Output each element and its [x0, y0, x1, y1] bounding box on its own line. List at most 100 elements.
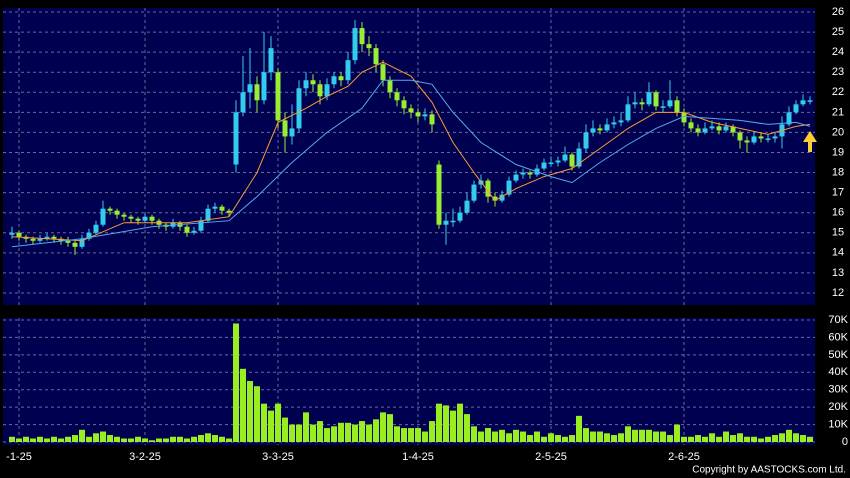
volume-bar	[338, 422, 344, 442]
y-tick-label: 13	[832, 267, 844, 279]
volume-bar	[765, 436, 771, 442]
volume-bar	[79, 429, 85, 442]
candle-body	[639, 102, 645, 105]
candle-body	[261, 72, 267, 101]
copyright: Copyright by AASTOCKS.com Ltd.	[692, 465, 846, 476]
candle-body	[457, 212, 463, 221]
volume-bar	[44, 438, 50, 442]
x-tick-label: 1-4-25	[402, 451, 434, 463]
volume-bar	[366, 424, 372, 442]
y-tick-label: 30K	[828, 384, 848, 396]
volume-bar	[156, 438, 162, 442]
candle-body	[583, 132, 589, 149]
candle-body	[576, 148, 582, 167]
volume-bar	[387, 414, 393, 442]
candle-body	[492, 196, 498, 201]
volume-bar	[569, 435, 575, 442]
volume-bar	[149, 440, 155, 442]
volume-bar	[93, 433, 99, 442]
y-tick-label: 19	[832, 146, 844, 158]
volume-bar	[198, 435, 204, 442]
volume-panel	[3, 318, 815, 445]
volume-bar	[268, 410, 274, 442]
volume-bar	[23, 436, 29, 442]
candle-body	[751, 136, 757, 143]
volume-bar	[205, 433, 211, 442]
candle-body	[219, 206, 225, 211]
candle-body	[681, 112, 687, 123]
volume-bar	[667, 435, 673, 442]
candle-body	[604, 124, 610, 131]
x-tick-label: 2-6-25	[668, 451, 700, 463]
candle-body	[569, 154, 575, 167]
candle-body	[86, 232, 92, 239]
candle-body	[37, 238, 43, 241]
candle-body	[268, 48, 274, 73]
volume-bar	[457, 403, 463, 442]
y-tick-label: 15	[832, 227, 844, 239]
candle-body	[65, 240, 71, 243]
volume-bar	[681, 436, 687, 442]
candle-body	[744, 140, 750, 143]
volume-bar	[436, 403, 442, 442]
volume-bar	[100, 431, 106, 442]
volume-bar	[142, 438, 148, 442]
volume-bar	[618, 433, 624, 442]
y-tick-label: 20K	[828, 401, 848, 413]
volume-bar	[541, 436, 547, 442]
volume-bar	[520, 431, 526, 442]
y-tick-label: 14	[832, 247, 844, 259]
volume-bar	[170, 436, 176, 442]
candle-body	[443, 220, 449, 225]
y-tick-label: 21	[832, 106, 844, 118]
candle-body	[198, 220, 204, 231]
y-tick-label: 60K	[828, 331, 848, 343]
candle-body	[723, 126, 729, 131]
volume-bar	[296, 424, 302, 442]
candle-body	[702, 128, 708, 133]
price-panel	[3, 8, 815, 305]
candle-body	[9, 232, 15, 235]
candle-body	[709, 126, 715, 129]
y-tick-label: 10K	[828, 418, 848, 430]
y-tick-label: 22	[832, 86, 844, 98]
volume-bar	[114, 436, 120, 442]
volume-bar	[373, 419, 379, 442]
candle-body	[807, 100, 813, 102]
candle-body	[100, 208, 106, 225]
volume-bar	[310, 424, 316, 442]
candle-body	[730, 126, 736, 133]
candle-body	[800, 100, 806, 105]
candle-body	[597, 128, 603, 131]
volume-bar	[730, 435, 736, 442]
candle-body	[499, 194, 505, 201]
volume-bar	[744, 436, 750, 442]
x-tick-label: -1-25	[6, 451, 32, 463]
volume-bar	[758, 438, 764, 442]
volume-bar	[660, 431, 666, 442]
candle-body	[548, 162, 554, 165]
volume-bar	[506, 433, 512, 442]
candle-body	[688, 122, 694, 129]
candle-body	[401, 100, 407, 109]
ma-line	[11, 61, 811, 242]
volume-bar	[443, 405, 449, 442]
y-tick-label: 18	[832, 166, 844, 178]
candle-body	[310, 80, 316, 85]
candle-body	[450, 220, 456, 223]
volume-bar	[688, 436, 694, 442]
volume-bar	[604, 433, 610, 442]
y-tick-label: 70K	[828, 314, 848, 326]
candle-body	[317, 84, 323, 97]
candle-body	[772, 136, 778, 139]
candle-body	[191, 230, 197, 233]
volume-bar	[359, 421, 365, 442]
volume-bar	[590, 431, 596, 442]
candle-body	[422, 114, 428, 117]
candle-body	[646, 92, 652, 105]
volume-bar	[716, 436, 722, 442]
volume-bar	[289, 424, 295, 442]
candle-body	[366, 44, 372, 49]
candle-body	[506, 180, 512, 195]
candle-body	[114, 210, 120, 215]
